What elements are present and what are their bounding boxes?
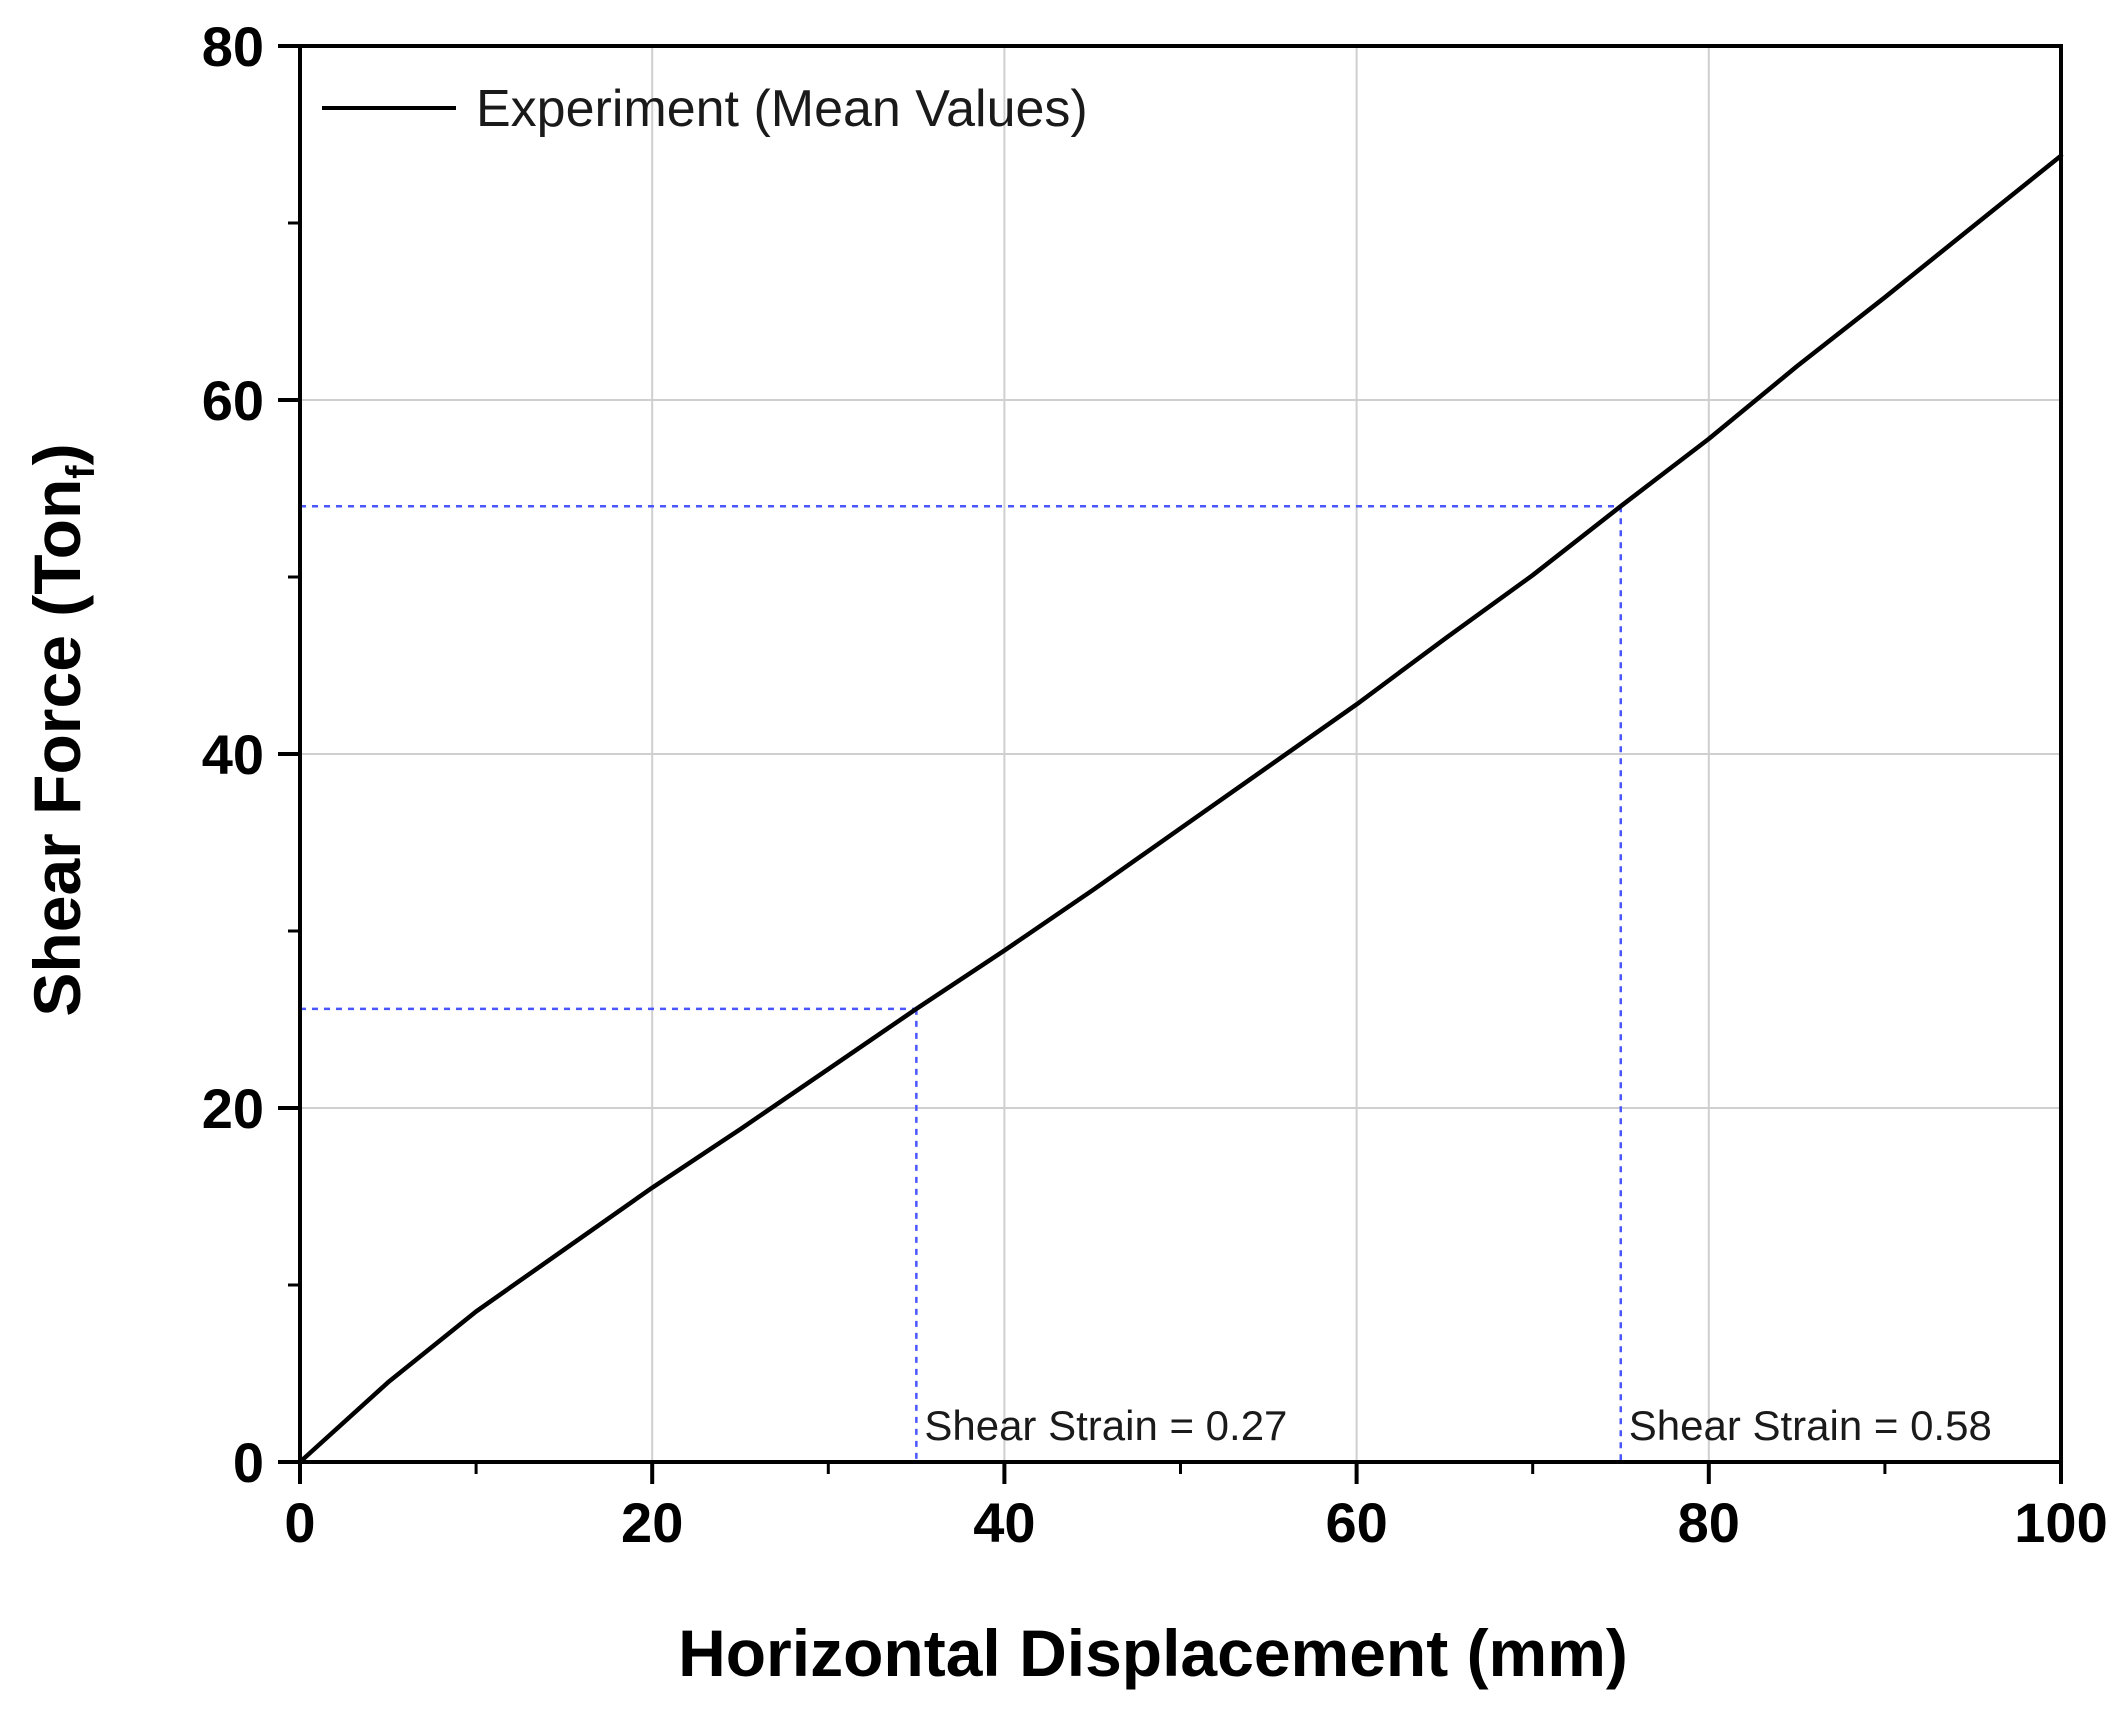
annotation-lines-layer [300,504,1622,1462]
y-axis-title-main: Shear Force (Ton [20,479,94,1017]
annotation-2-label: Shear Strain = 0.58 [1629,1402,1992,1449]
x-axis-title: Horizontal Displacement (mm) [678,1616,1628,1690]
x-tick-label-0: 0 [284,1491,315,1554]
y-tick-label-40: 40 [202,723,264,786]
x-tick-label-20: 20 [621,1491,683,1554]
y-tick-label-60: 60 [202,369,264,432]
y-tick-label-20: 20 [202,1077,264,1140]
x-tick-label-40: 40 [973,1491,1035,1554]
x-tick-label-60: 60 [1325,1491,1387,1554]
y-axis-title: Shear Force (Tonf) [20,443,103,1016]
legend-entry-label: Experiment (Mean Values) [476,80,1088,138]
y-axis-title-subscript: f [59,465,103,479]
annotation-1-label: Shear Strain = 0.27 [924,1402,1287,1449]
series-layer [297,153,2064,1465]
y-axis-title-close: ) [20,443,94,465]
grid-layer [300,46,2061,1462]
y-tick-label-0: 0 [233,1431,264,1494]
legend: Experiment (Mean Values) [322,80,1088,138]
series-line-1 [297,153,2064,1465]
ticks-layer [278,44,2063,1484]
labels-layer: Shear Strain = 0.27 Shear Strain = 0.58 0 2… [202,15,2108,1554]
x-tick-label-100: 100 [2014,1491,2107,1554]
x-tick-label-80: 80 [1678,1491,1740,1554]
y-tick-label-80: 80 [202,15,264,78]
